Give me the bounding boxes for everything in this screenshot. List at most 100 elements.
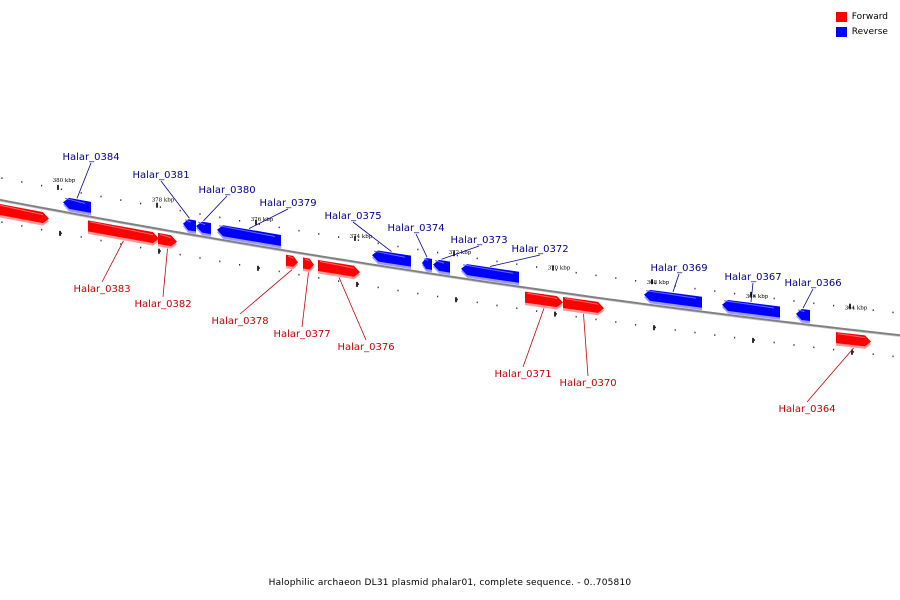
minor-tick-lower	[833, 348, 835, 351]
gene-label[interactable]: Halar_0373	[450, 235, 507, 246]
minor-tick-upper	[357, 239, 359, 241]
gene-block	[88, 220, 159, 244]
gene-block-gloss	[304, 258, 310, 262]
backbone-line	[0, 198, 900, 337]
gene-block-gloss	[319, 261, 355, 269]
minor-tick-upper	[298, 229, 300, 232]
minor-tick-lower	[575, 315, 577, 318]
strand-legend: Forward Reverse	[835, 9, 888, 39]
scale-tick-label: 374 kbp	[350, 234, 373, 240]
major-tick-lower	[158, 248, 160, 254]
gene-halar_0381[interactable]	[183, 219, 196, 235]
label-leader-line	[489, 254, 541, 267]
major-tick-upper	[156, 202, 158, 208]
minor-tick-upper	[793, 300, 795, 302]
gene-halar_0372[interactable]	[461, 264, 519, 286]
gene-halar_0370[interactable]	[563, 297, 604, 316]
minor-tick-upper	[476, 257, 478, 260]
gene-block-gloss	[64, 197, 86, 204]
label-leader-line	[248, 208, 289, 229]
gene-label[interactable]: Halar_0370	[559, 378, 616, 389]
minor-tick-upper	[872, 309, 874, 311]
minor-tick-lower	[377, 286, 379, 289]
gene-label[interactable]: Halar_0372	[511, 244, 568, 255]
gene-halar_0369[interactable]	[644, 289, 702, 311]
minor-tick-lower	[278, 270, 280, 273]
gene-block-gloss	[564, 298, 599, 305]
gene-label[interactable]: Halar_0369	[650, 263, 707, 274]
gene-label[interactable]: Halar_0371	[494, 369, 551, 380]
gene-label[interactable]: Halar_0382	[134, 299, 191, 310]
gene-block	[0, 204, 49, 224]
label-leader-line	[802, 288, 814, 309]
gene-halar_0376[interactable]	[318, 259, 360, 280]
gene-label[interactable]: Halar_0366	[784, 278, 841, 289]
gene-halar_0384[interactable]	[63, 197, 91, 216]
gene-block	[318, 259, 360, 277]
minor-tick-lower	[852, 351, 854, 353]
gene-halar_0371[interactable]	[525, 291, 563, 310]
gene-halar_0382[interactable]	[158, 232, 177, 249]
minor-tick-lower	[654, 326, 656, 329]
label-leader-line	[203, 195, 228, 222]
major-tick-lower	[554, 311, 556, 317]
gene-block-gloss	[287, 255, 294, 259]
gene-halar_0366[interactable]	[796, 309, 810, 324]
minor-tick-lower	[199, 257, 201, 259]
gene-block	[196, 221, 211, 235]
gene-halar_0378[interactable]	[286, 254, 298, 270]
gene-halar_0380[interactable]	[196, 221, 211, 237]
gene-label[interactable]: Halar_0374	[387, 223, 444, 234]
minor-tick-upper	[41, 184, 43, 187]
minor-tick-upper	[437, 251, 439, 254]
gene-halar_0379[interactable]	[217, 225, 281, 249]
gene-block	[372, 250, 411, 267]
minor-tick-upper	[417, 248, 419, 251]
minor-tick-lower	[674, 329, 676, 331]
gene-halar_0383[interactable]	[88, 220, 159, 246]
gene-halar_0367[interactable]	[722, 300, 780, 320]
major-tick-lower	[59, 230, 61, 236]
minor-tick-upper	[734, 292, 736, 295]
gene-halar_0373[interactable]	[433, 259, 450, 276]
minor-tick-upper	[575, 271, 577, 274]
minor-tick-upper	[60, 188, 62, 191]
gene-label[interactable]: Halar_0364	[778, 404, 835, 415]
gene-halar_0377[interactable]	[303, 257, 314, 273]
gene-halar_0364[interactable]	[836, 332, 871, 349]
gene-block-gloss	[837, 333, 866, 339]
gene-label[interactable]: Halar_0367	[724, 272, 781, 283]
major-tick-upper	[552, 265, 554, 271]
gene-label[interactable]: Halar_0379	[259, 198, 316, 209]
gene-label[interactable]: Halar_0384	[62, 152, 119, 163]
gene-label[interactable]: Halar_0380	[198, 185, 255, 196]
gene-partial[interactable]	[0, 203, 49, 226]
label-leader-line	[160, 180, 190, 219]
minor-tick-lower	[80, 236, 82, 238]
minor-tick-upper	[536, 266, 538, 268]
gene-label[interactable]: Halar_0383	[73, 284, 130, 295]
gene-label[interactable]: Halar_0378	[211, 316, 268, 327]
gene-halar_0375[interactable]	[372, 250, 411, 270]
minor-tick-upper	[219, 216, 221, 219]
major-tick-upper	[57, 184, 59, 190]
minor-tick-upper	[635, 280, 637, 282]
gene-block-gloss	[197, 221, 206, 226]
minor-tick-upper	[714, 290, 716, 292]
label-leader-line	[806, 347, 854, 403]
gene-label[interactable]: Halar_0377	[273, 329, 330, 340]
minor-tick-lower	[397, 289, 399, 292]
minor-tick-upper	[179, 209, 181, 212]
minor-tick-upper	[496, 260, 498, 263]
minor-tick-lower	[694, 331, 696, 334]
legend-item-forward: Forward	[835, 9, 888, 24]
gene-label[interactable]: Halar_0375	[324, 211, 381, 222]
minor-tick-lower	[813, 346, 815, 349]
gene-label[interactable]: Halar_0381	[132, 170, 189, 181]
minor-tick-lower	[536, 310, 538, 312]
major-tick-upper	[255, 219, 257, 225]
gene-halar_0374[interactable]	[422, 257, 432, 273]
minor-tick-lower	[1, 221, 3, 223]
gene-block-gloss	[526, 292, 558, 299]
gene-label[interactable]: Halar_0376	[337, 342, 394, 353]
